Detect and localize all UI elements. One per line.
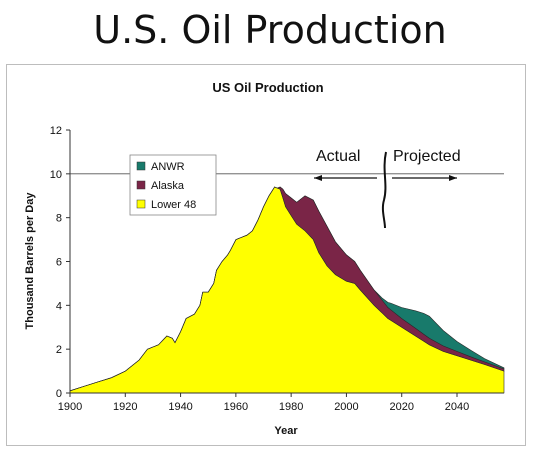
axes-layer: 0 2 4 6 8 10 12 1900 1920 1940 1960 1980 2000 2020 204… <box>50 125 504 413</box>
slide-title: U.S. Oil Production <box>93 8 447 52</box>
annotation-arrowhead-actual <box>314 175 322 181</box>
annotations: Actual Projected <box>314 148 461 229</box>
x-tick-label: 2040 <box>445 401 469 413</box>
legend-swatch-anwr <box>136 161 146 171</box>
annotation-arrowhead-projected <box>449 175 457 181</box>
annotation-actual: Actual <box>316 148 360 165</box>
y-tick-label: 6 <box>56 257 62 269</box>
x-tick-label: 2000 <box>334 401 358 413</box>
y-tick-label: 10 <box>50 169 62 181</box>
area-series-lower-48 <box>69 186 505 394</box>
x-tick-label: 1920 <box>113 401 137 413</box>
legend-label-alaska: Alaska <box>151 180 185 192</box>
y-tick-label: 12 <box>50 125 62 137</box>
x-axis-label: Year <box>274 425 298 437</box>
x-tick-label: 1900 <box>58 401 82 413</box>
y-tick-label: 8 <box>56 213 62 225</box>
area-series-anwr <box>69 186 505 392</box>
annotation-projected: Projected <box>393 148 461 165</box>
annotation-divider <box>381 151 387 229</box>
x-tick-label: 1960 <box>224 401 248 413</box>
legend-label-lower48: Lower 48 <box>151 199 196 211</box>
legend-swatch-lower48 <box>136 199 146 209</box>
y-tick-label: 2 <box>56 344 62 356</box>
legend-swatch-alaska <box>136 180 146 190</box>
x-tick-label: 1980 <box>279 401 303 413</box>
y-tick-label: 4 <box>56 300 62 312</box>
chart-title: US Oil Production <box>212 80 323 95</box>
x-tick-label: 2020 <box>389 401 413 413</box>
legend: ANWR Alaska Lower 48 <box>129 154 217 216</box>
area-layer <box>69 186 505 394</box>
y-tick-label: 0 <box>56 388 62 400</box>
x-tick-label: 1940 <box>168 401 192 413</box>
y-axis-label: Thousand Barrels per Day <box>24 192 36 330</box>
legend-label-anwr: ANWR <box>151 161 185 173</box>
